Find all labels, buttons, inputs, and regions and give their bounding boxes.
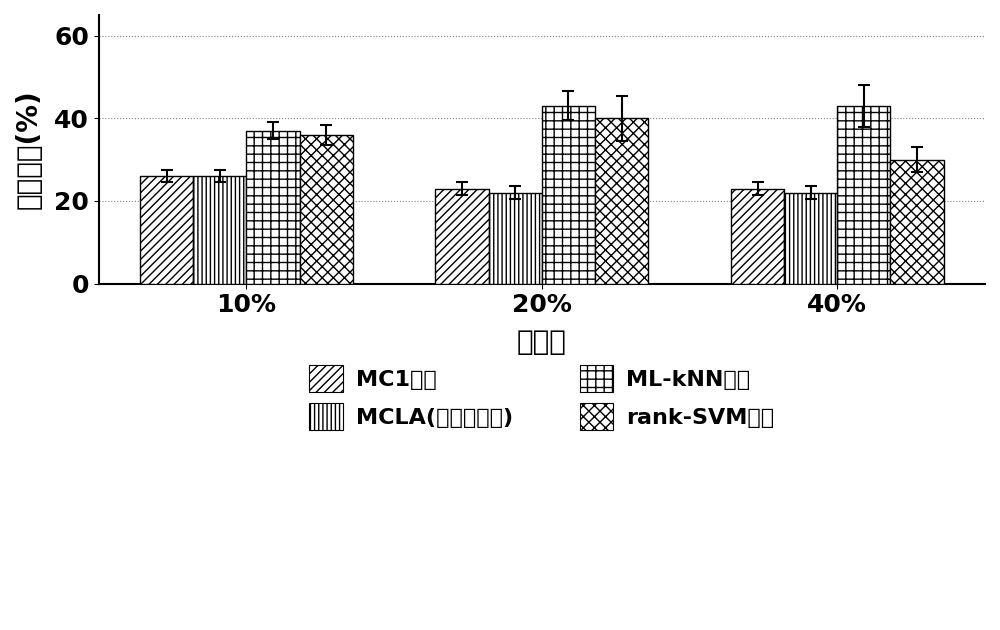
Bar: [890, 159, 944, 284]
Bar: [595, 118, 648, 284]
Legend: MC1算法, MCLA(本发明算法), ML-kNN算法, rank-SVM算法: MC1算法, MCLA(本发明算法), ML-kNN算法, rank-SVM算法: [298, 354, 786, 442]
Bar: [542, 106, 595, 284]
X-axis label: 采样率: 采样率: [517, 328, 567, 357]
Bar: [489, 193, 542, 284]
Bar: [731, 188, 784, 284]
Bar: [300, 135, 353, 284]
Bar: [246, 130, 300, 284]
Bar: [784, 193, 837, 284]
Bar: [193, 176, 246, 284]
Bar: [837, 106, 890, 284]
Bar: [435, 188, 489, 284]
Y-axis label: 海明损失(%): 海明损失(%): [15, 89, 43, 209]
Bar: [140, 176, 193, 284]
